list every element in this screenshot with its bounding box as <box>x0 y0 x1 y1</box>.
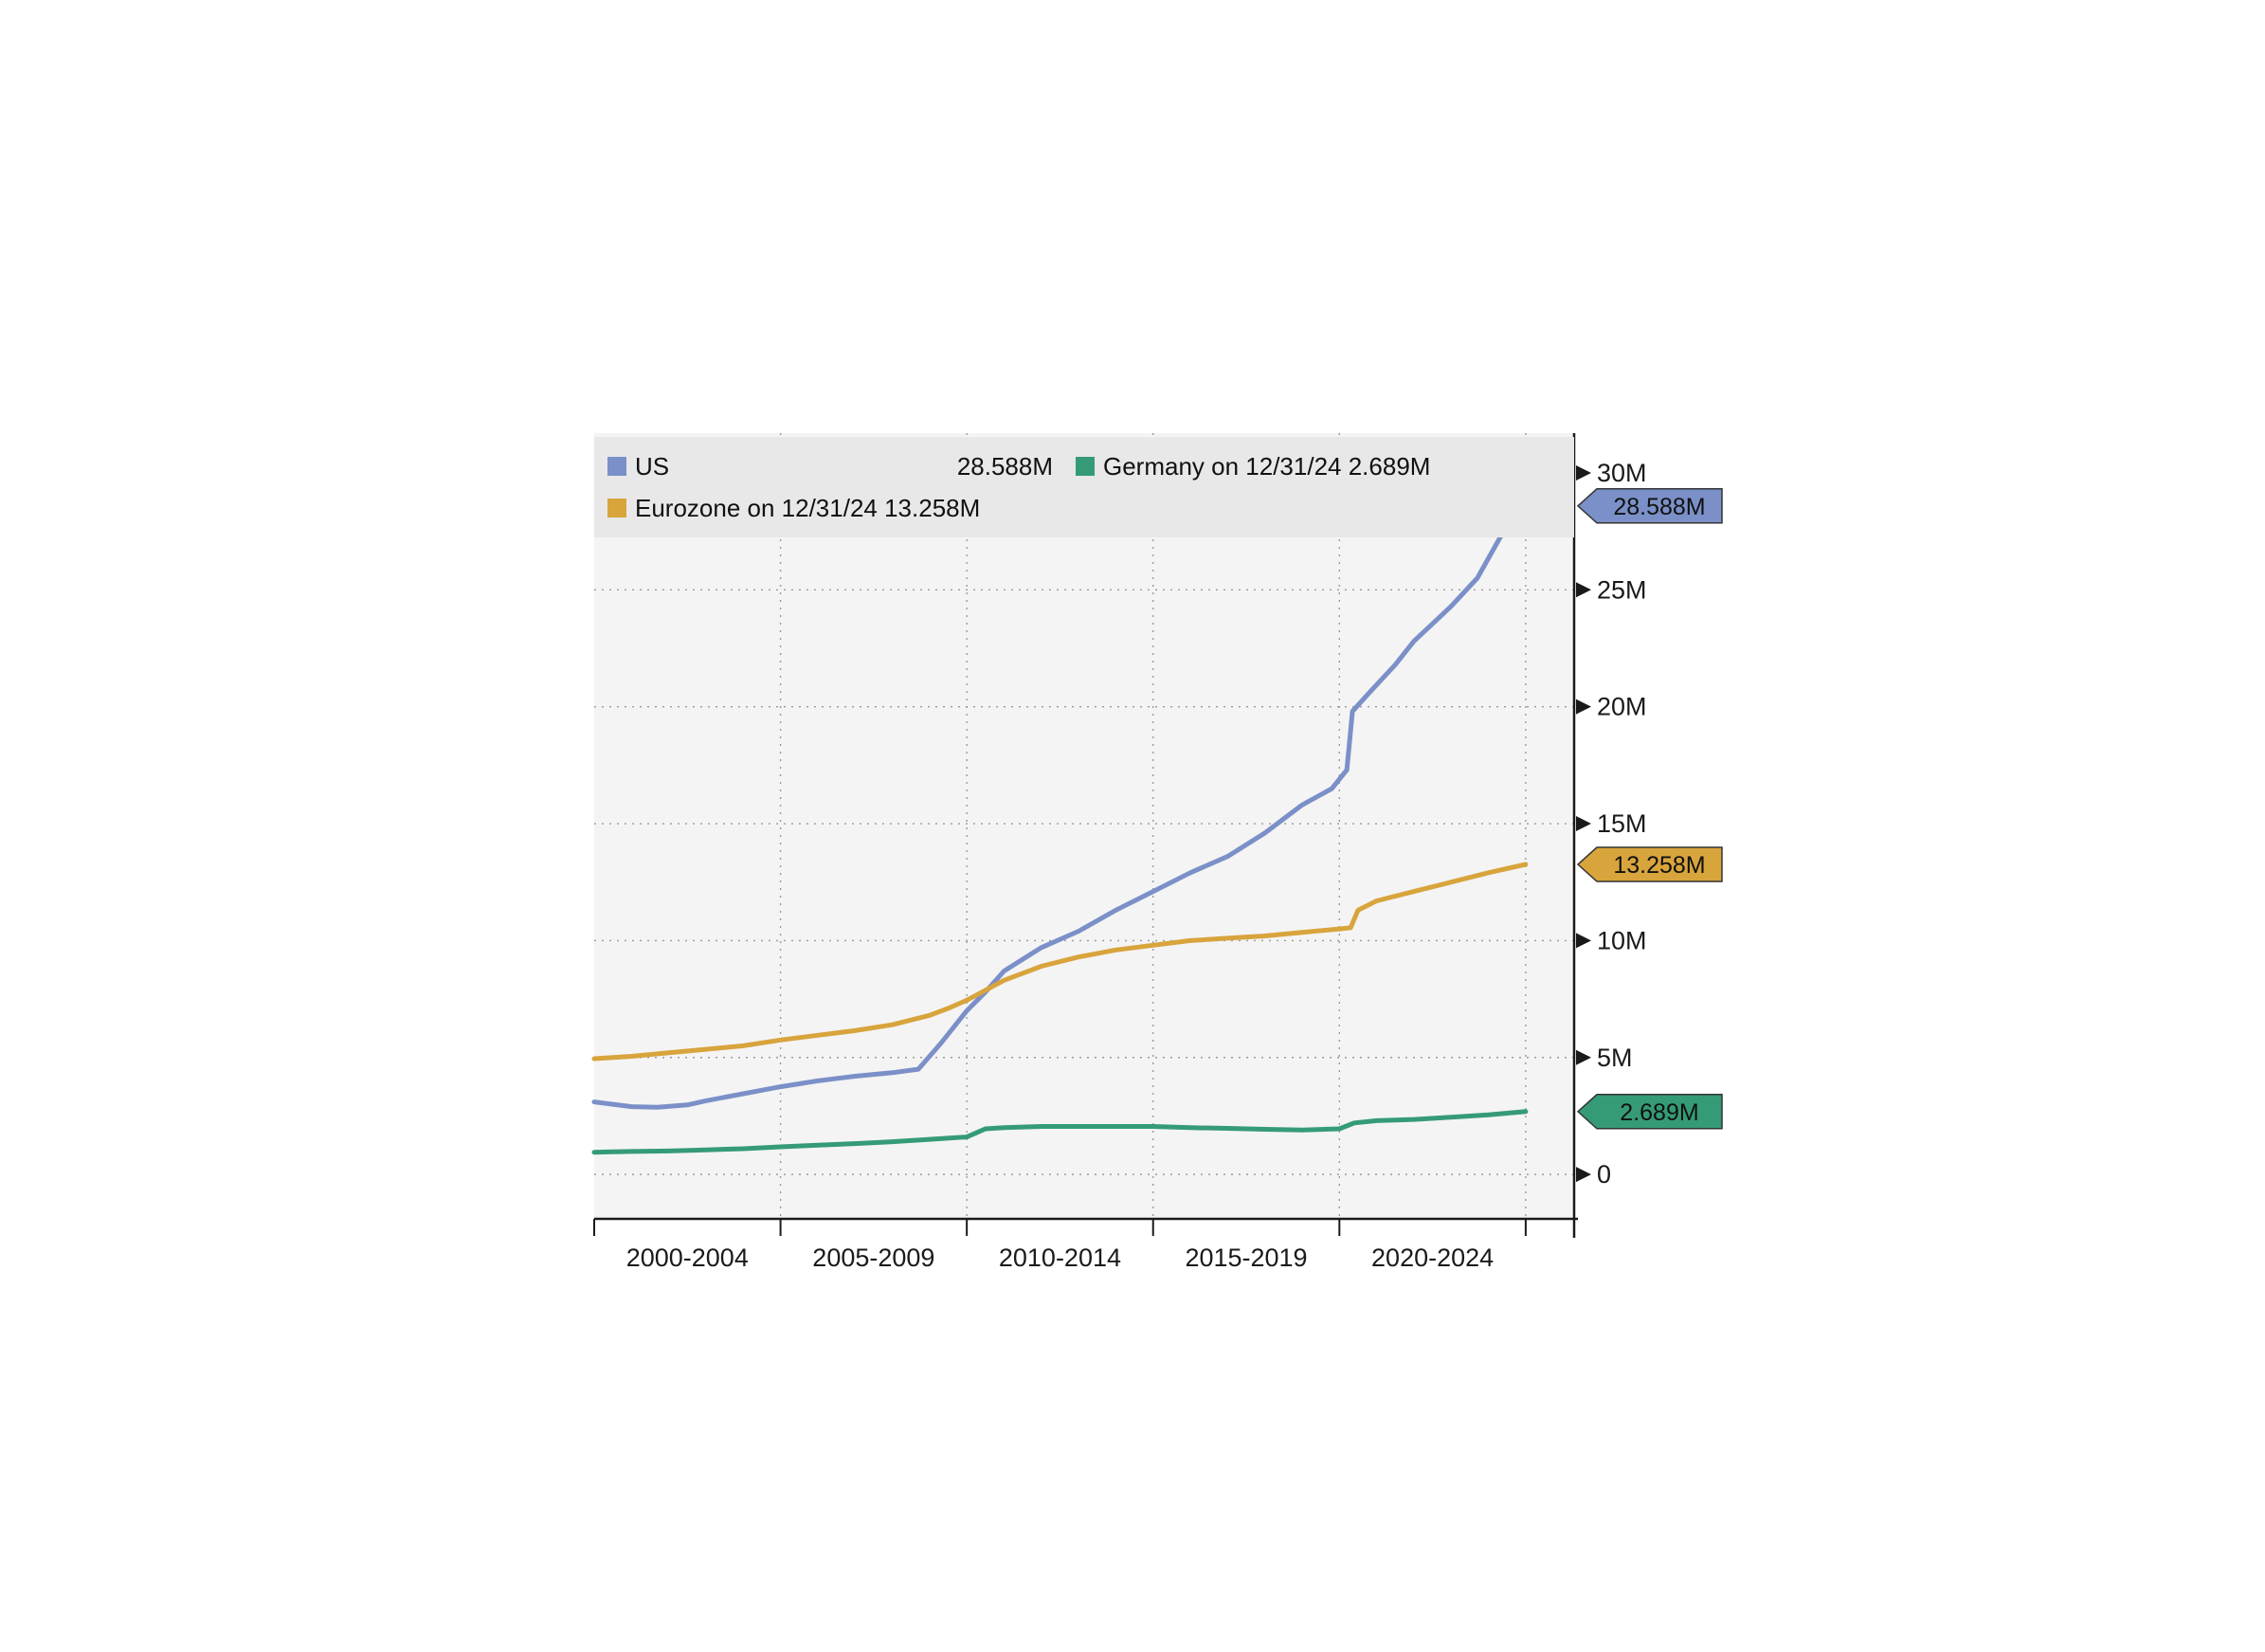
legend-item-eurozone[interactable]: Eurozone on 12/31/24 13.258M <box>607 494 1053 523</box>
last-value-badge-eurozone <box>1576 846 1723 882</box>
legend-row-2: Eurozone on 12/31/24 13.258M <box>607 488 1565 528</box>
y-tick-label: 5M <box>1597 1044 1633 1072</box>
y-tick-arrow-icon <box>1576 699 1591 715</box>
series-line-eurozone[interactable] <box>591 862 1529 1062</box>
x-period-label: 2020-2024 <box>1371 1244 1494 1272</box>
us-legend-label: US <box>635 451 670 481</box>
eurozone-legend-label: Eurozone on 12/31/24 13.258M <box>635 493 981 522</box>
y-tick-label: 20M <box>1597 693 1647 721</box>
y-tick-arrow-icon <box>1576 933 1591 949</box>
y-tick-label: 15M <box>1597 809 1647 838</box>
y-tick-arrow-icon <box>1576 582 1591 598</box>
chart-legend: US 28.588M Germany on 12/31/24 2.689M Eu… <box>594 437 1574 537</box>
y-tick-arrow-icon <box>1576 464 1591 481</box>
germany-legend-swatch <box>1076 457 1095 476</box>
x-period-label: 2015-2019 <box>1185 1244 1307 1272</box>
x-period-label: 2005-2009 <box>812 1244 934 1272</box>
last-value-badge-label: 13.258M <box>1613 852 1705 879</box>
plot-area[interactable] <box>594 433 1574 1219</box>
y-tick-arrow-icon <box>1576 816 1591 832</box>
y-tick-arrow-icon <box>1576 1167 1591 1183</box>
us-legend-swatch <box>607 457 626 476</box>
y-tick-label: 30M <box>1597 459 1647 487</box>
last-value-badge-label: 28.588M <box>1613 494 1705 520</box>
y-tick-label: 25M <box>1597 575 1647 604</box>
last-value-badge-label: 2.689M <box>1620 1099 1698 1126</box>
legend-item-germany[interactable]: Germany on 12/31/24 2.689M <box>1076 452 1430 481</box>
y-tick-label: 10M <box>1597 926 1647 954</box>
y-tick-label: 0 <box>1597 1160 1611 1189</box>
x-period-label: 2000-2004 <box>626 1244 749 1272</box>
eurozone-legend-swatch <box>607 499 626 517</box>
last-value-badge-us <box>1576 488 1723 524</box>
y-tick-arrow-icon <box>1576 1049 1591 1065</box>
last-value-badge-germany <box>1576 1094 1723 1130</box>
germany-legend-label: Germany on 12/31/24 2.689M <box>1103 451 1431 481</box>
series-line-germany[interactable] <box>591 1109 1529 1155</box>
legend-item-us[interactable]: US 28.588M <box>607 452 1053 481</box>
us-legend-value: 28.588M <box>956 451 1053 481</box>
x-period-label: 2010-2014 <box>999 1244 1121 1272</box>
legend-row-1: US 28.588M Germany on 12/31/24 2.689M <box>607 446 1565 486</box>
series-line-us[interactable] <box>591 503 1529 1110</box>
